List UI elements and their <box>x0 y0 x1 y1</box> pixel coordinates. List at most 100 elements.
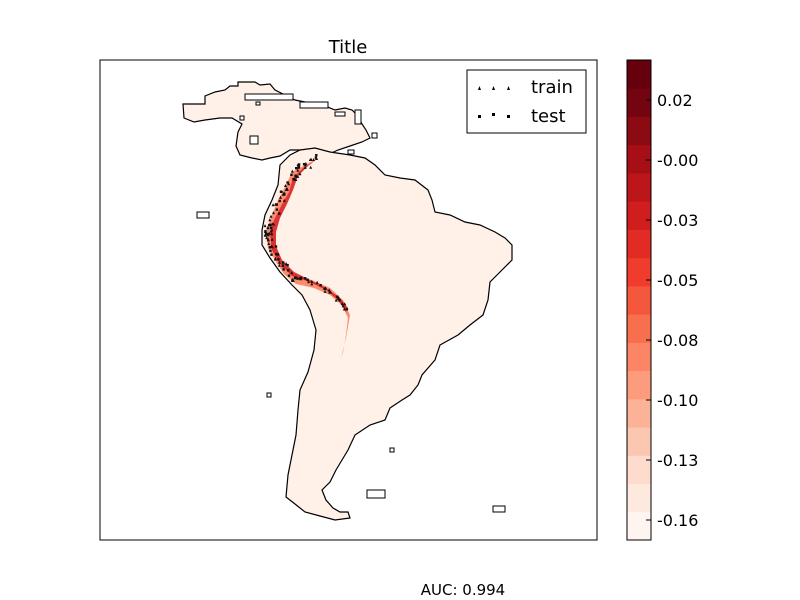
colorbar-swatch <box>627 483 651 513</box>
test-point <box>286 181 289 184</box>
island-falklands <box>366 489 386 499</box>
island-south-georgia <box>492 505 506 513</box>
colorbar-swatch <box>627 144 651 174</box>
test-point <box>319 284 322 287</box>
test-point <box>290 173 293 176</box>
colorbar-swatch <box>627 60 651 89</box>
test-point <box>297 163 301 166</box>
colorbar-swatch <box>627 88 651 117</box>
test-point <box>282 268 285 271</box>
test-point <box>297 166 301 169</box>
colorbar-swatch <box>627 370 651 400</box>
map-title: Title <box>328 37 368 58</box>
train-point <box>310 282 314 286</box>
test-point <box>286 263 289 267</box>
train-point <box>312 158 316 161</box>
colorbar-tick-label: -0.13 <box>657 451 698 470</box>
train-point <box>290 271 294 275</box>
train-point <box>334 298 338 302</box>
legend-train-label: train <box>531 77 573 98</box>
train-point <box>309 157 313 161</box>
test-point <box>306 278 309 281</box>
train-point <box>266 226 270 230</box>
test-point <box>274 245 278 248</box>
island-galapagos <box>196 211 210 219</box>
train-point <box>272 222 276 226</box>
test-point <box>315 154 318 157</box>
train-point <box>270 237 274 241</box>
island-hispaniola <box>299 101 329 109</box>
colorbar-swatch <box>627 201 651 230</box>
colorbar-tick-label: -0.16 <box>657 511 698 530</box>
train-point <box>298 172 302 176</box>
test-point <box>269 249 272 253</box>
test-point <box>270 253 273 256</box>
legend-test-label: test <box>531 106 566 127</box>
colorbar-frame <box>626 59 652 541</box>
island-small-4 <box>347 149 355 155</box>
train-point <box>343 302 347 306</box>
test-point <box>338 299 341 302</box>
train-point <box>269 214 273 218</box>
central-america-landmass <box>182 81 371 161</box>
train-point <box>263 224 267 228</box>
island-atlantic-small <box>389 447 395 453</box>
colorbar-swatch <box>627 172 651 202</box>
test-point <box>278 212 281 215</box>
train-point <box>270 228 274 232</box>
test-point <box>264 230 267 233</box>
auc-label: AUC: 0.994 <box>421 581 505 599</box>
suitability-band-core <box>270 160 348 312</box>
train-point <box>303 165 307 169</box>
test-point <box>295 167 298 170</box>
island-small-3 <box>371 132 378 139</box>
test-point <box>293 276 297 279</box>
train-point <box>341 304 345 308</box>
colorbar-tick-label: -0.10 <box>657 391 698 410</box>
train-point <box>329 290 332 294</box>
test-point <box>280 190 283 193</box>
train-point <box>270 232 274 236</box>
train-point <box>327 288 331 292</box>
colorbar-tick-label: -0.03 <box>657 211 698 230</box>
colorbar-tick-label: -0.08 <box>657 331 698 350</box>
test-point <box>278 199 281 203</box>
train-point <box>309 165 313 169</box>
test-point <box>302 163 306 166</box>
colorbar-swatch <box>627 257 651 287</box>
test-point <box>287 269 290 272</box>
map-area <box>182 81 513 521</box>
test-point <box>275 208 279 211</box>
colorbar-swatch <box>627 398 651 428</box>
train-point <box>265 236 269 240</box>
train-point <box>340 302 344 305</box>
colorbar-swatch <box>627 427 651 456</box>
train-point <box>279 195 282 199</box>
test-point <box>276 253 280 256</box>
test-point <box>300 276 303 280</box>
test-point <box>283 193 286 196</box>
colorbar-ticks: 0.02 -0.00 -0.03 -0.05 -0.08 -0.10 -0.13 -0.16 <box>646 91 698 530</box>
train-point <box>282 198 286 202</box>
test-point <box>265 232 268 236</box>
colorbar-tick-label: 0.02 <box>657 91 693 110</box>
train-point <box>268 218 272 222</box>
test-point <box>345 308 349 311</box>
legend-test-marker <box>478 113 510 118</box>
train-point <box>342 307 346 311</box>
test-point <box>268 246 272 249</box>
test-point <box>323 287 326 291</box>
train-point <box>290 169 294 173</box>
test-point <box>277 258 280 261</box>
island-small-2 <box>249 135 259 145</box>
train-point <box>270 245 274 249</box>
test-point <box>269 226 273 230</box>
train-point <box>285 187 289 191</box>
test-point <box>294 174 297 177</box>
train-point <box>281 264 285 268</box>
train-point <box>296 168 300 172</box>
island-cuba <box>244 93 294 101</box>
legend-box <box>466 69 587 134</box>
colorbar-tick-label: -0.00 <box>657 151 698 170</box>
test-points <box>264 154 349 311</box>
